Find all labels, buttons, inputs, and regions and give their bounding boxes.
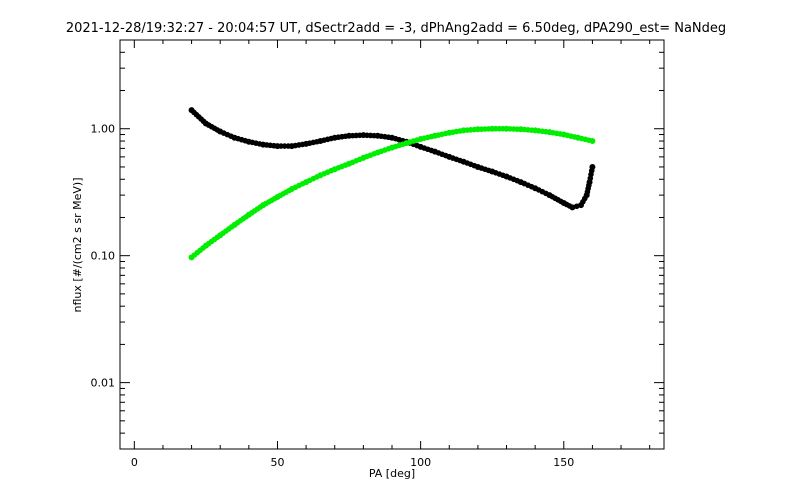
data-point: [528, 127, 535, 133]
x-tick-label: 100: [410, 456, 431, 469]
data-point: [214, 127, 221, 133]
y-tick-label: 0.01: [91, 377, 116, 390]
data-point: [514, 177, 521, 184]
data-point: [442, 130, 449, 137]
data-point: [500, 172, 506, 179]
data-point: [457, 128, 463, 134]
data-point: [257, 204, 264, 210]
axis-ticks: 0 50 100 150 0.01 0.10 1.00: [91, 39, 664, 469]
data-point: [328, 135, 334, 142]
y-tick-label: 0.10: [91, 250, 116, 263]
data-point: [385, 146, 392, 152]
data-point: [471, 126, 478, 133]
data-point: [586, 182, 592, 189]
data-point: [200, 245, 206, 251]
data-point: [299, 181, 306, 187]
data-point: [342, 133, 349, 140]
data-point: [581, 195, 588, 202]
data-point: [243, 213, 249, 220]
x-tick-label: 150: [553, 456, 574, 469]
data-point: [414, 137, 420, 143]
data-point: [228, 224, 235, 230]
data-point: [371, 132, 377, 139]
data-point: [543, 128, 549, 135]
data-point: [485, 126, 492, 132]
plot-area-frame: [119, 39, 665, 450]
series-0: [188, 107, 596, 211]
data-point: [286, 187, 292, 194]
data-point: [228, 133, 234, 139]
data-point: [256, 141, 263, 147]
x-tick-label: 50: [270, 456, 284, 469]
data-point: [356, 132, 363, 139]
data-point: [200, 118, 207, 125]
y-axis-label: nflux [#/(cm2 s sr MeV)]: [71, 178, 84, 313]
data-point: [356, 156, 363, 163]
data-point: [271, 195, 278, 202]
data-point: [558, 198, 564, 205]
data-point: [586, 137, 592, 143]
data-point: [566, 203, 573, 209]
data-point: [285, 143, 292, 149]
series-1: [188, 125, 596, 261]
data-point: [342, 162, 349, 168]
chart-title: 2021-12-28/19:32:27 - 20:04:57 UT, dSect…: [66, 21, 726, 36]
data-point: [442, 152, 449, 159]
data-point: [573, 203, 580, 210]
data-point: [414, 142, 420, 149]
data-point: [328, 167, 334, 174]
x-axis-label: PA [deg]: [369, 467, 415, 480]
data-point: [271, 142, 277, 149]
data-point: [399, 141, 406, 148]
data-points: [188, 107, 596, 261]
data-point: [528, 183, 535, 190]
data-point: [471, 162, 478, 169]
data-point: [588, 167, 595, 174]
data-point: [314, 174, 320, 180]
data-point: [543, 190, 549, 197]
data-point: [385, 134, 392, 141]
data-point: [557, 131, 564, 137]
data-point: [299, 141, 306, 148]
data-point: [485, 167, 492, 174]
data-point: [428, 147, 435, 154]
data-point: [428, 133, 435, 140]
x-tick-label: 0: [131, 456, 138, 469]
data-point: [500, 125, 506, 132]
y-tick-label: 1.00: [91, 123, 116, 136]
data-point: [514, 126, 521, 132]
data-point: [371, 151, 377, 157]
data-point: [571, 134, 578, 140]
data-point: [214, 234, 221, 241]
data-point: [242, 137, 249, 144]
data-point: [314, 138, 320, 145]
data-point: [457, 157, 463, 164]
